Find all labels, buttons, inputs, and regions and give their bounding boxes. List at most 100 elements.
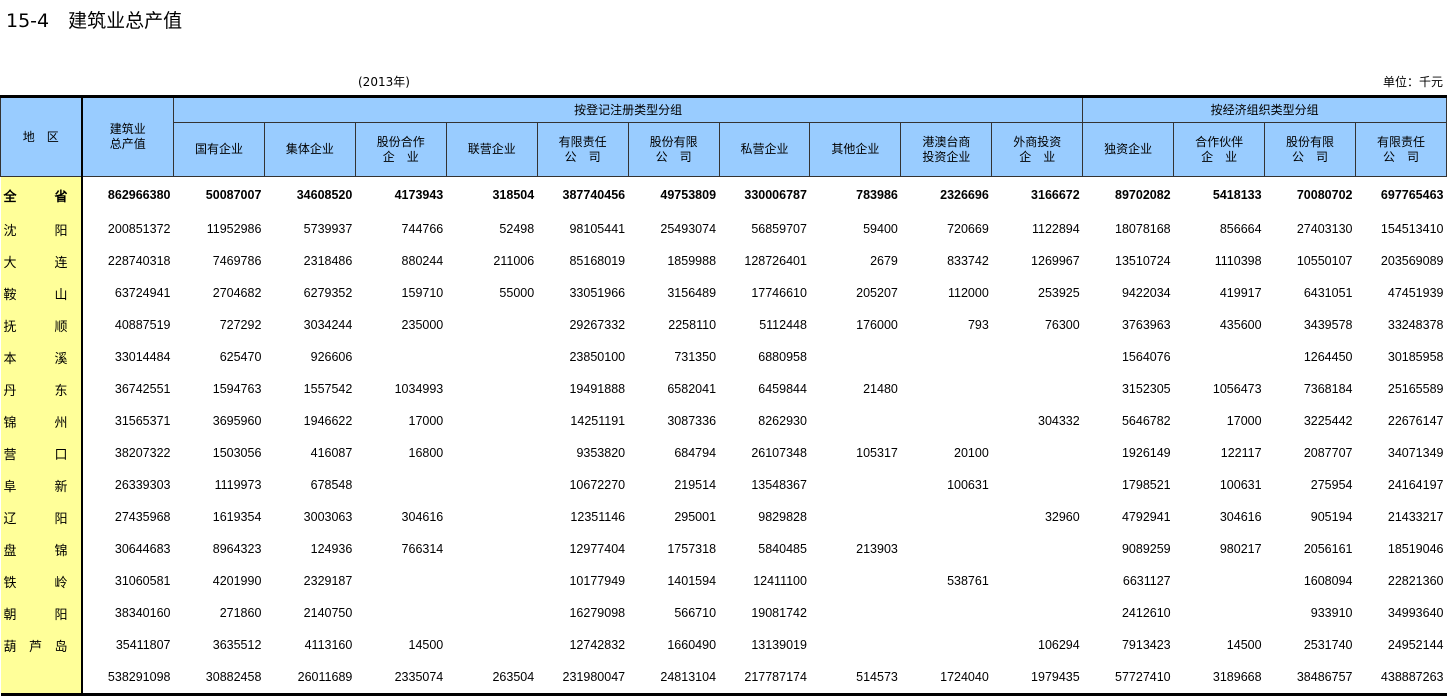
value-cell: 1110398 — [1214, 254, 1262, 268]
value-cell: 128726401 — [744, 254, 807, 268]
table-row: 铁 岭 31060581 4201990 2329187 10177949 1401594… — [0, 565, 1447, 597]
value-cell: 7469786 — [212, 254, 262, 268]
region-cell: 盘 锦 — [0, 533, 83, 565]
column-header: 有限责任公 司 — [536, 122, 629, 177]
table-row: 阜 新 26339303 1119973 678548 10672270 219514 13… — [0, 469, 1447, 501]
year-label: (2013年) — [358, 75, 410, 89]
region-cell: 朝 阳 — [0, 597, 83, 629]
region-cell: 鞍 山 — [0, 277, 83, 309]
value-cell: 57727410 — [1082, 661, 1174, 696]
value-cell: 17000 — [408, 414, 444, 428]
region-cell: 沈 阳 — [0, 213, 83, 245]
value-cell: 933910 — [1310, 606, 1353, 620]
column-header: 港澳台商 投资企业 — [900, 122, 993, 177]
value-cell: 154513410 — [1380, 222, 1444, 236]
value-cell: 85168019 — [569, 254, 626, 268]
value-cell — [810, 501, 901, 533]
value-cell: 13510724 — [1115, 254, 1171, 268]
region-cell: 全 省 — [0, 176, 83, 213]
value-cell: 124936 — [310, 542, 353, 556]
column-header: 股份有限公 司 — [1264, 122, 1356, 177]
value-cell: 2704682 — [212, 286, 262, 300]
region-cell: 锦 州 — [0, 405, 83, 437]
value-cell: 18078168 — [1115, 222, 1171, 236]
region-cell: 铁 岭 — [0, 565, 83, 597]
value-cell — [810, 629, 901, 661]
region-name: 抚 顺 — [3, 319, 68, 335]
value-cell: 1926149 — [1121, 446, 1171, 460]
value-cell: 1269967 — [1031, 254, 1080, 268]
region-name: 丹 东 — [3, 383, 68, 399]
region-name: 阜 新 — [3, 479, 68, 495]
value-cell: 34071349 — [1387, 446, 1444, 460]
value-cell: 89702082 — [1115, 188, 1171, 202]
unit-label: 单位：千元 — [1382, 75, 1443, 89]
value-cell: 20100 — [954, 446, 989, 460]
value-cell: 2412610 — [1121, 606, 1171, 620]
value-cell: 438887263 — [1355, 661, 1447, 696]
value-cell: 11952986 — [206, 222, 262, 236]
value-cell: 697765463 — [1380, 188, 1444, 202]
header-group-economic: 按经济组织类型分组 — [1082, 95, 1447, 123]
value-cell — [810, 341, 901, 373]
value-cell: 235000 — [401, 318, 444, 332]
total-value-cell: 538291098 — [81, 661, 174, 696]
value-cell: 18519046 — [1387, 542, 1444, 556]
value-cell: 4113160 — [304, 638, 353, 652]
value-cell: 24952144 — [1387, 638, 1444, 652]
value-cell: 744766 — [401, 222, 444, 236]
value-cell — [446, 597, 537, 629]
value-cell: 1859988 — [667, 254, 717, 268]
value-cell: 3152305 — [1121, 382, 1171, 396]
header-total: 建筑业 总产值 — [81, 95, 174, 177]
header-group-registration: 按登记注册类型分组 — [172, 95, 1084, 123]
value-cell: 905194 — [1310, 510, 1353, 524]
value-cell: 3189668 — [1173, 661, 1265, 696]
value-cell: 1724040 — [900, 661, 992, 696]
value-cell: 2329187 — [303, 574, 353, 588]
value-cell — [355, 565, 446, 597]
value-cell — [901, 501, 992, 533]
total-value-cell: 27435968 — [114, 510, 171, 524]
value-cell — [901, 373, 992, 405]
value-cell: 33051966 — [569, 286, 626, 300]
value-cell: 3695960 — [212, 414, 262, 428]
value-cell: 625470 — [219, 350, 262, 364]
table-row: 辽 阳 27435968 1619354 3003063 304616 12351146 2… — [0, 501, 1447, 533]
value-cell: 27403130 — [1296, 222, 1353, 236]
value-cell: 3034244 — [303, 318, 353, 332]
value-cell: 9829828 — [758, 510, 807, 524]
value-cell: 9422034 — [1121, 286, 1171, 300]
value-cell: 3156489 — [667, 286, 717, 300]
value-cell: 1119973 — [214, 478, 262, 492]
value-cell: 25493074 — [660, 222, 717, 236]
table-row: 538291098 30882458 26011689 2335074 263504 23… — [0, 661, 1447, 696]
value-cell: 70080702 — [1296, 188, 1353, 202]
value-cell: 47451939 — [1387, 286, 1444, 300]
value-cell: 9089259 — [1121, 542, 1171, 556]
value-cell: 23850100 — [569, 350, 626, 364]
column-header: 独资企业 — [1082, 122, 1175, 177]
value-cell: 3166672 — [1031, 188, 1080, 202]
value-cell — [1174, 565, 1265, 597]
value-cell: 5646782 — [1121, 414, 1171, 428]
value-cell: 3225442 — [1303, 414, 1353, 428]
value-cell: 2326696 — [940, 188, 989, 202]
value-cell — [446, 437, 537, 469]
column-header: 其他企业 — [809, 122, 902, 177]
value-cell: 56859707 — [751, 222, 807, 236]
value-cell: 231980047 — [537, 661, 629, 696]
table-row: 全 省 862966380 50087007 34608520 4173943 31850… — [0, 176, 1447, 213]
region-name: 盘 锦 — [3, 543, 68, 559]
total-value-cell: 31060581 — [114, 574, 171, 588]
value-cell: 1401594 — [667, 574, 717, 588]
value-cell: 731350 — [674, 350, 717, 364]
table-row: 葫芦岛 35411807 3635512 4113160 14500 12742832 16… — [0, 629, 1447, 661]
value-cell: 1557542 — [303, 382, 353, 396]
value-cell: 203569089 — [1380, 254, 1444, 268]
value-cell: 2335074 — [355, 661, 447, 696]
value-cell — [446, 405, 537, 437]
value-cell: 22821360 — [1387, 574, 1444, 588]
value-cell: 12351146 — [570, 510, 626, 524]
value-cell — [446, 373, 537, 405]
